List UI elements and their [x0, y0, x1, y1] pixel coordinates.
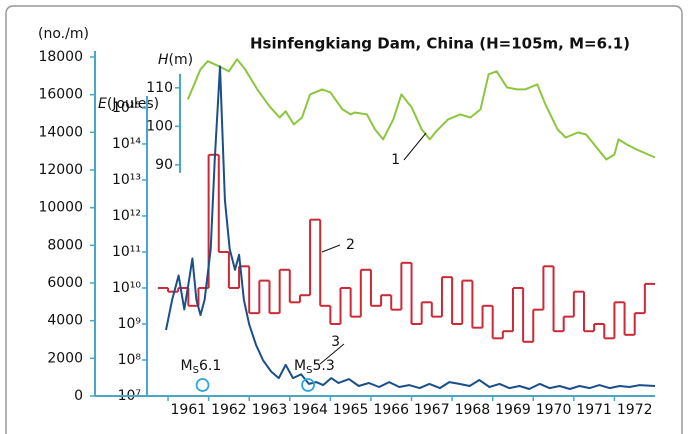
x-tick-label: 1961 [171, 402, 207, 418]
event-marker [301, 378, 315, 392]
chart-title: Hsinfengkiang Dam, China (H=105m, M=6.1) [250, 35, 630, 53]
leader-line [321, 244, 341, 253]
x-tick-label: 1962 [211, 402, 247, 418]
leader-line [403, 132, 427, 161]
event-magnitude: 5.3 [312, 358, 334, 374]
series-line [165, 65, 656, 390]
y3-unit: (m) [169, 52, 194, 68]
y3-tick-label: 90 [155, 157, 173, 173]
y2-symbol: E [98, 96, 107, 112]
y2-tick-label: 10¹⁴ [112, 136, 141, 152]
event-label: MS5.3 [294, 358, 335, 376]
y3-symbol: H [158, 52, 169, 68]
curve-label: 2 [346, 237, 355, 253]
x-tick-label: 1966 [373, 402, 409, 418]
y-tick-label: 18000 [38, 49, 83, 65]
y-tick-label: 4000 [47, 313, 83, 329]
y-tick-label: 12000 [38, 162, 83, 178]
event-label: MS6.1 [181, 358, 222, 376]
x-tick-label: 1964 [292, 402, 328, 418]
event-symbol: M [294, 358, 306, 374]
x-tick-label: 1971 [576, 402, 612, 418]
leader-line [319, 343, 345, 365]
y-axis-label: (no./m) [38, 26, 89, 42]
x-tick-label: 1970 [536, 402, 572, 418]
curve-label: 3 [331, 334, 340, 350]
y2-tick-label: 10⁸ [118, 352, 142, 368]
y-tick-label: 0 [74, 388, 83, 404]
event-subscript: S [193, 365, 199, 376]
curve-label: 1 [391, 152, 400, 168]
event-symbol: M [181, 358, 193, 374]
x-tick-label: 1969 [495, 402, 531, 418]
y2-tick-label: 10¹¹ [112, 244, 141, 260]
frame [5, 5, 683, 434]
x-tick-label: 1972 [617, 402, 653, 418]
series-line [186, 58, 656, 161]
y-tick-label: 14000 [38, 124, 83, 140]
y3-tick-label: 110 [146, 80, 173, 96]
y2-tick-label: 10¹³ [112, 172, 141, 188]
y-tick-label: 8000 [47, 237, 83, 253]
y-tick-label: 16000 [38, 87, 83, 103]
y-tick-label: 10000 [38, 200, 83, 216]
y-tick-label: 2000 [47, 350, 83, 366]
event-magnitude: 6.1 [199, 358, 221, 374]
y2-tick-label: 10⁹ [118, 316, 142, 332]
x-tick-label: 1967 [414, 402, 450, 418]
y2-tick-label: 10¹⁵ [112, 100, 141, 116]
y2-tick-label: 10¹² [112, 208, 141, 224]
x-tick-label: 1965 [333, 402, 369, 418]
x-tick-label: 1963 [252, 402, 288, 418]
event-marker [195, 378, 210, 392]
y3-tick-label: 100 [146, 118, 173, 134]
x-tick-label: 1968 [455, 402, 491, 418]
y3-axis-label: H(m) [158, 52, 193, 68]
y2-tick-label: 10¹⁰ [112, 280, 141, 296]
y-tick-label: 6000 [47, 275, 83, 291]
event-subscript: S [306, 365, 312, 376]
